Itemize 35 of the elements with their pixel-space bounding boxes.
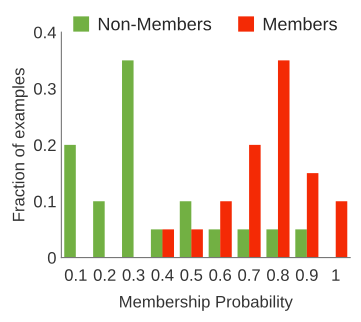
bar: [295, 229, 307, 258]
bar: [220, 201, 232, 258]
x-tick-label: 0.9: [296, 269, 318, 281]
x-tick-label: 0.5: [180, 269, 202, 281]
x-tick-label: 1: [332, 269, 340, 281]
bar: [64, 144, 76, 258]
bar: [278, 60, 290, 258]
y-tick-label: 0: [48, 252, 56, 264]
bar: [306, 173, 318, 258]
x-tick-label: 0.8: [267, 269, 289, 281]
y-tick-label: 0.1: [34, 196, 56, 208]
bar: [266, 229, 278, 258]
y-tick-label: 0.4: [34, 26, 56, 38]
y-tick-label: 0.3: [34, 82, 56, 95]
legend-label: Members: [264, 17, 337, 30]
x-axis-title: Membership Probability: [120, 295, 293, 311]
x-tick-label: 0.4: [152, 269, 174, 281]
x-tick-label: 0.2: [94, 269, 116, 281]
bar: [93, 201, 105, 258]
x-tick-label: 0.6: [209, 269, 232, 281]
y-axis-title: Fraction of examples: [12, 68, 28, 221]
bar: [238, 229, 250, 258]
bar: [208, 229, 220, 258]
y-tick-label: 0.2: [34, 139, 56, 152]
legend-label: Non-Members: [98, 17, 212, 30]
bar: [180, 201, 192, 258]
bar: [249, 144, 261, 258]
bar: [162, 229, 174, 258]
bar: [336, 201, 348, 258]
x-tick-label: 0.3: [122, 269, 144, 281]
bar: [150, 229, 162, 258]
bar: [191, 229, 203, 258]
x-tick-label: 0.1: [64, 269, 87, 281]
x-tick-label: 0.7: [238, 269, 260, 281]
bar: [122, 60, 134, 258]
